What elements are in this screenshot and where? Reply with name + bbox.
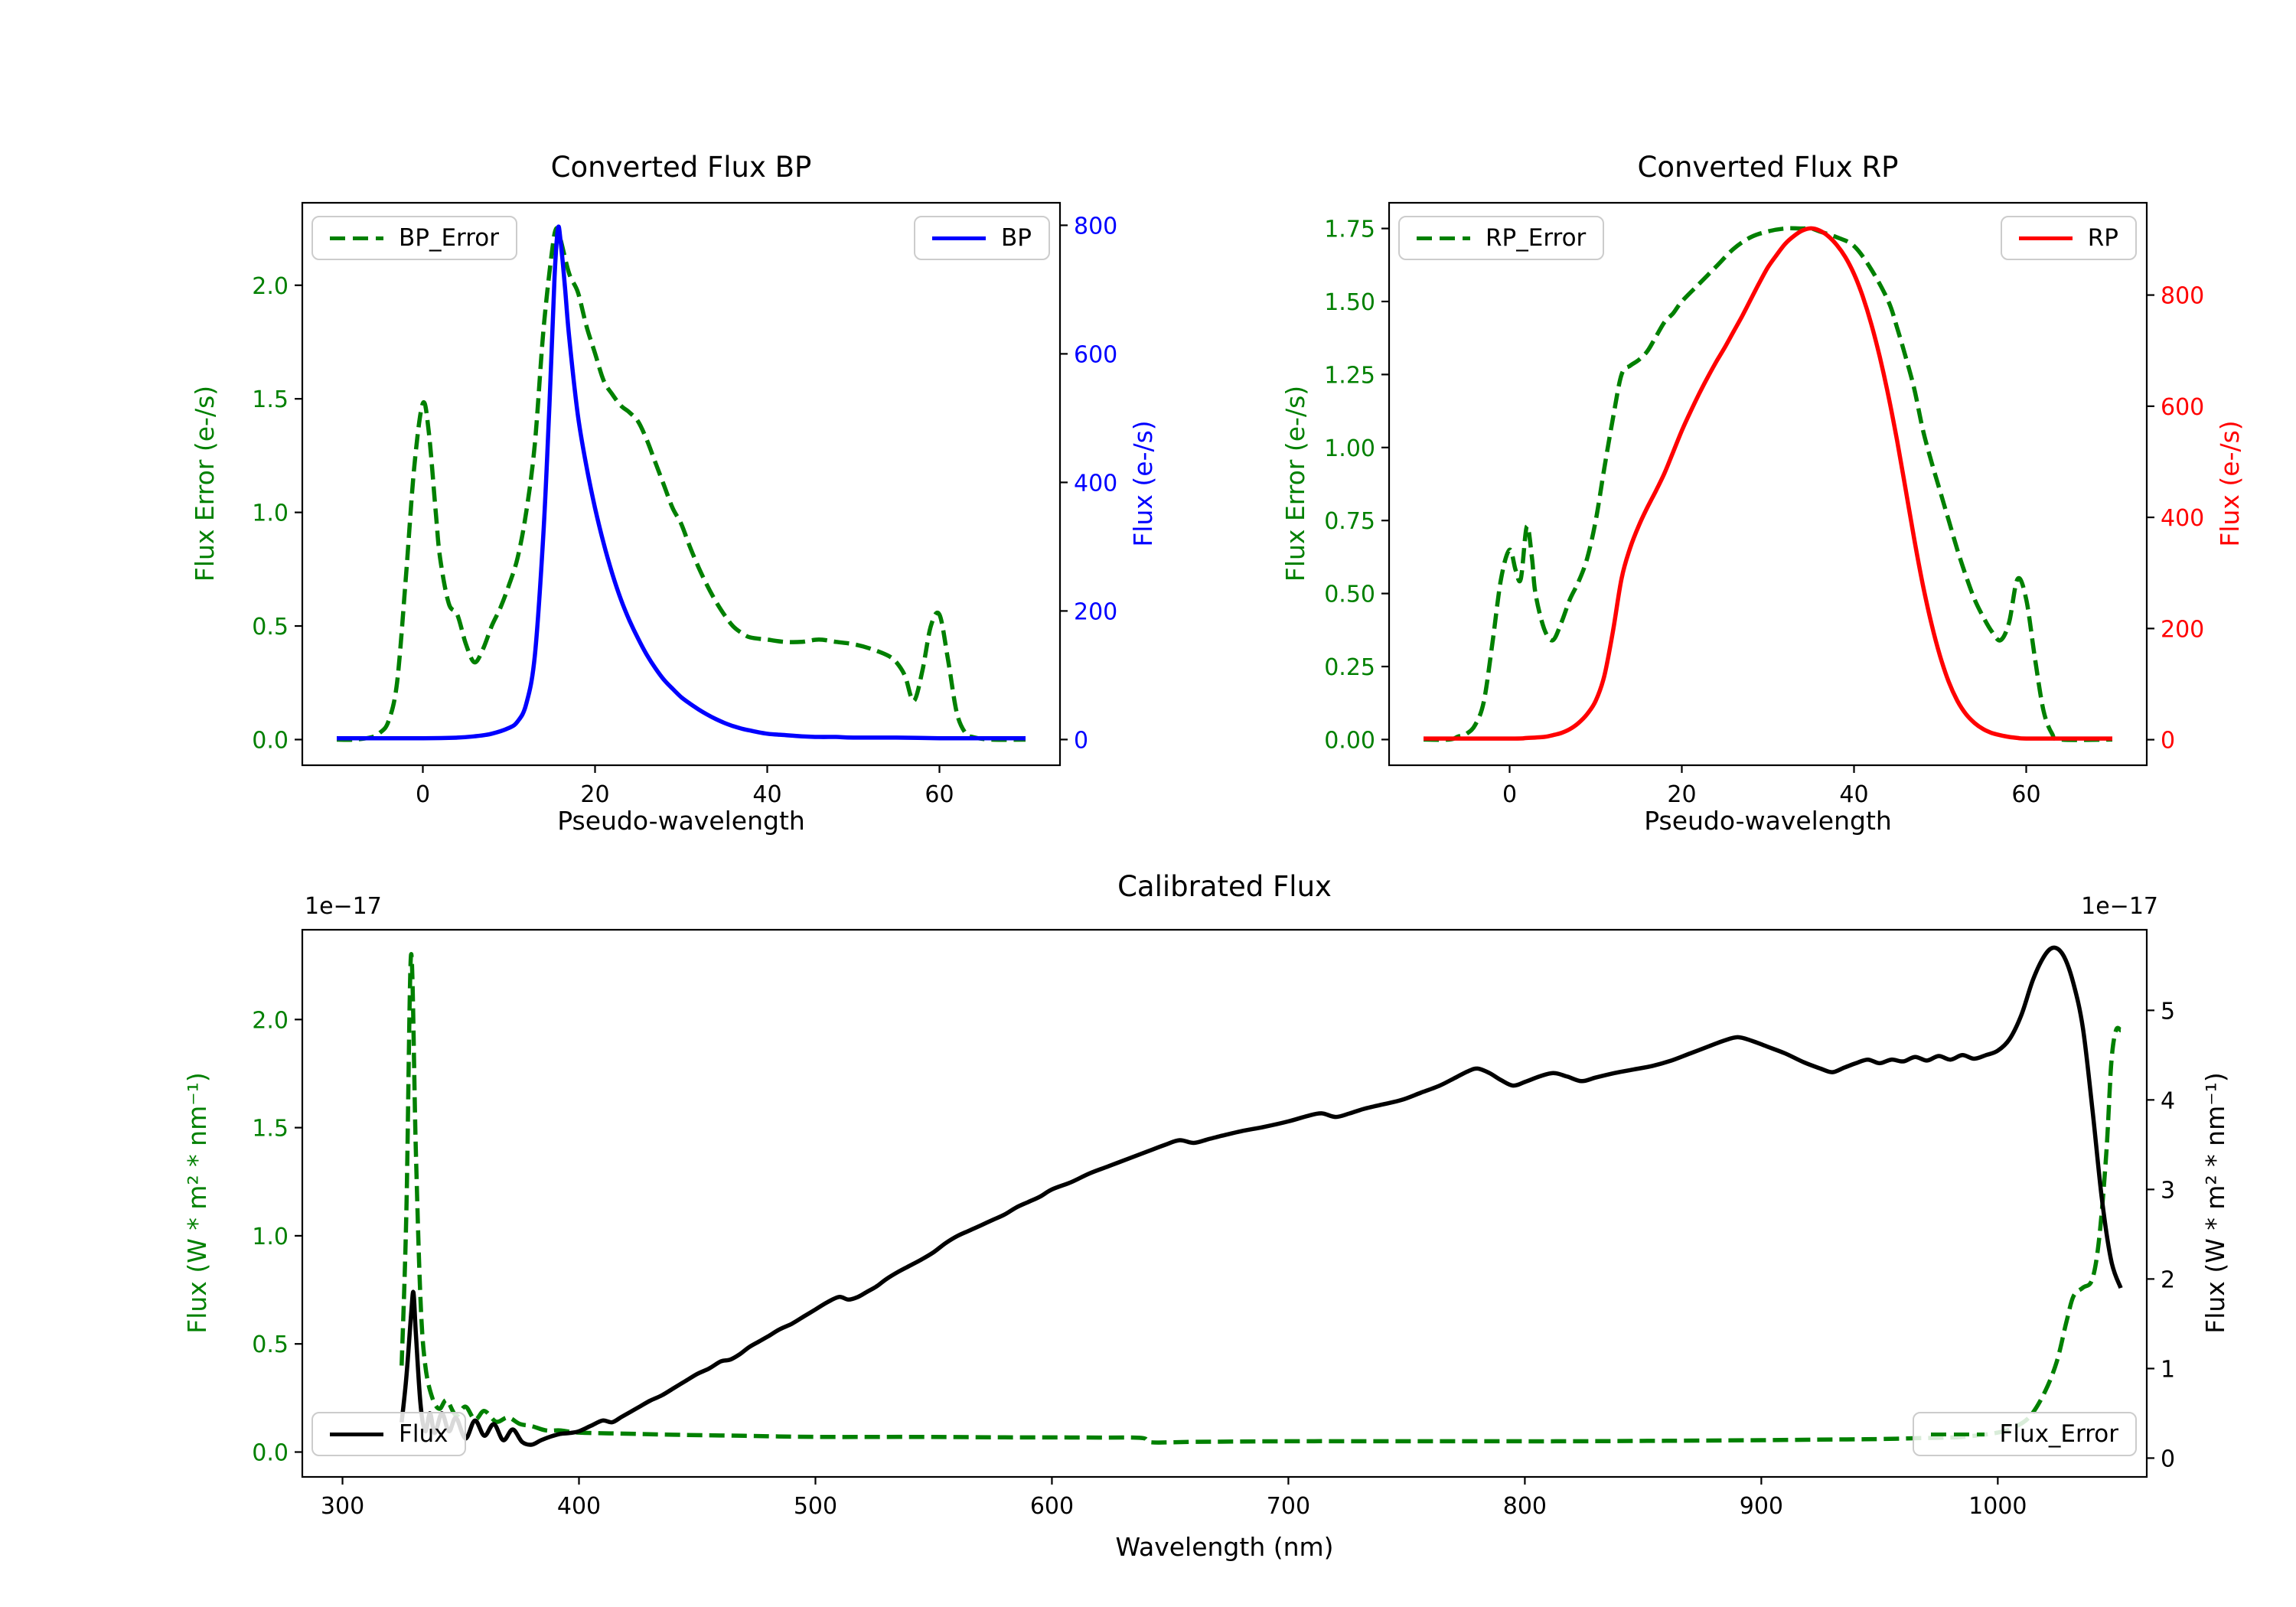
y-tick-label-right: 600: [2161, 394, 2204, 421]
y-tick-label-left: 1.5: [252, 386, 289, 413]
y-tick-label-left: 1.00: [1324, 435, 1375, 462]
rp-error-line-sample: [1417, 236, 1470, 240]
x-tick-label: 300: [321, 1493, 364, 1520]
x-tick-label: 900: [1740, 1493, 1783, 1520]
y-tick-label-right: 3: [2161, 1177, 2175, 1204]
legend-label: RP_Error: [1486, 224, 1587, 252]
y-tick-label-right: 4: [2161, 1087, 2175, 1114]
rp-subplot: 0 20 40 60 0.00 0.25 0.50 0.75 1.00 1.25 1.50 1.75 0…: [1324, 201, 2204, 808]
y-tick-label-left: 0.5: [252, 1332, 289, 1358]
ylabel-left-bp: Flux Error (e-/s): [190, 385, 220, 582]
chart-title-rp: Converted Flux RP: [1637, 151, 1899, 184]
legend-rp-error: RP_Error: [1398, 216, 1605, 260]
y-tick-label-left: 2.0: [252, 273, 289, 300]
y-tick-label-right: 200: [1074, 598, 1117, 625]
flux-line: [400, 945, 2123, 1447]
y-tick-label-right: 1: [2161, 1356, 2175, 1383]
rp-line: [1423, 226, 2112, 741]
x-tick-label: 60: [2011, 781, 2040, 808]
x-tick-label: 600: [1030, 1493, 1074, 1520]
x-tick-label: 800: [1503, 1493, 1547, 1520]
y-tick-label-left: 1.75: [1324, 217, 1375, 243]
y-tick-label-left: 0.25: [1324, 654, 1375, 681]
ylabel-right-calibrated: Flux (W * m² * nm⁻¹): [2200, 1072, 2231, 1334]
legend-label: Flux: [399, 1420, 448, 1448]
xlabel-bp: Pseudo-wavelength: [557, 806, 805, 836]
y-tick-label-left: 1.5: [252, 1116, 289, 1143]
x-tick-label: 400: [557, 1493, 601, 1520]
y-tick-label-left: 2.0: [252, 1007, 289, 1034]
x-tick-label: 0: [1502, 781, 1517, 808]
chart-title-bp: Converted Flux BP: [550, 151, 812, 184]
y-tick-label-left: 0.75: [1324, 508, 1375, 535]
y-tick-label-left: 0.5: [252, 614, 289, 641]
y-tick-label-left: 0.0: [252, 1440, 289, 1467]
x-tick-label: 20: [1667, 781, 1696, 808]
x-tick-label: 1000: [1968, 1493, 2027, 1520]
rp-line-sample: [2018, 236, 2073, 240]
y-tick-label-right: 400: [2161, 505, 2204, 532]
y-tick-label-right: 0: [2161, 1446, 2175, 1472]
y-tick-label-left: 1.0: [252, 1224, 289, 1250]
axes-frame: [301, 201, 1062, 767]
y-tick-label-right: 0: [1074, 727, 1088, 754]
y-tick-label-right: 600: [1074, 341, 1117, 368]
x-tick-label: 0: [416, 781, 430, 808]
y-tick-label-left: 1.25: [1324, 362, 1375, 389]
flux-error-line-sample: [1930, 1432, 1985, 1436]
legend-label: RP: [2087, 224, 2118, 252]
x-tick-label: 700: [1267, 1493, 1310, 1520]
ylabel-left-calibrated: Flux (W * m² * nm⁻¹): [182, 1072, 213, 1334]
flux-line-sample: [330, 1432, 383, 1436]
y-tick-label-left: 0.0: [252, 727, 289, 754]
y-tick-label-right: 0: [2161, 728, 2175, 755]
x-tick-label: 40: [752, 781, 781, 808]
bp-error-line-sample: [330, 236, 383, 240]
xlabel-rp: Pseudo-wavelength: [1644, 806, 1892, 836]
rp-error-line: [1423, 226, 2113, 742]
y-tick-label-right: 2: [2161, 1266, 2175, 1293]
offset-text-right: 1e−17: [2081, 893, 2158, 920]
bp-line: [336, 224, 1026, 741]
legend-bp-error: BP_Error: [311, 216, 518, 260]
legend-label: BP: [1001, 224, 1032, 252]
ylabel-right-rp: Flux (e-/s): [2215, 420, 2245, 547]
flux-error-line: [400, 952, 2122, 1445]
x-tick-label: 60: [925, 781, 954, 808]
y-tick-label-left: 1.50: [1324, 289, 1375, 316]
axes-frame: [301, 928, 2148, 1478]
legend-flux: Flux: [311, 1412, 467, 1456]
y-tick-label-right: 400: [1074, 470, 1117, 497]
legend-label: Flux_Error: [1999, 1420, 2119, 1448]
ylabel-right-bp: Flux (e-/s): [1128, 420, 1159, 547]
x-tick-label: 40: [1839, 781, 1868, 808]
xlabel-calibrated: Wavelength (nm): [1115, 1532, 1334, 1562]
y-tick-label-right: 800: [1074, 213, 1117, 240]
chart-title-calibrated: Calibrated Flux: [1117, 870, 1332, 903]
legend-label: BP_Error: [399, 224, 500, 252]
calibrated-subplot: 300 400 500 600 700 800 900 1000 0.0 0.5 1.0 1.5 2.0…: [252, 928, 2175, 1520]
axes-frame: [1388, 201, 2148, 767]
ylabel-left-rp: Flux Error (e-/s): [1280, 385, 1311, 582]
bp-error-line: [336, 226, 1026, 742]
legend-rp: RP: [2000, 216, 2137, 260]
bp-line-sample: [932, 236, 987, 240]
legend-flux-error: Flux_Error: [1912, 1412, 2137, 1456]
bp-subplot: 0 20 40 60 0.0 0.5 1.0 1.5 2.0 0 200 400 600 800: [252, 201, 1117, 808]
y-tick-label-right: 800: [2161, 283, 2204, 310]
y-tick-label-left: 1.0: [252, 500, 289, 527]
y-tick-label-right: 200: [2161, 616, 2204, 643]
legend-bp: BP: [914, 216, 1050, 260]
x-tick-label: 20: [580, 781, 609, 808]
y-tick-label-left: 0.50: [1324, 582, 1375, 608]
offset-text-left: 1e−17: [305, 893, 382, 920]
x-tick-label: 500: [794, 1493, 837, 1520]
y-tick-label-right: 5: [2161, 998, 2175, 1025]
y-tick-label-left: 0.00: [1324, 727, 1375, 754]
